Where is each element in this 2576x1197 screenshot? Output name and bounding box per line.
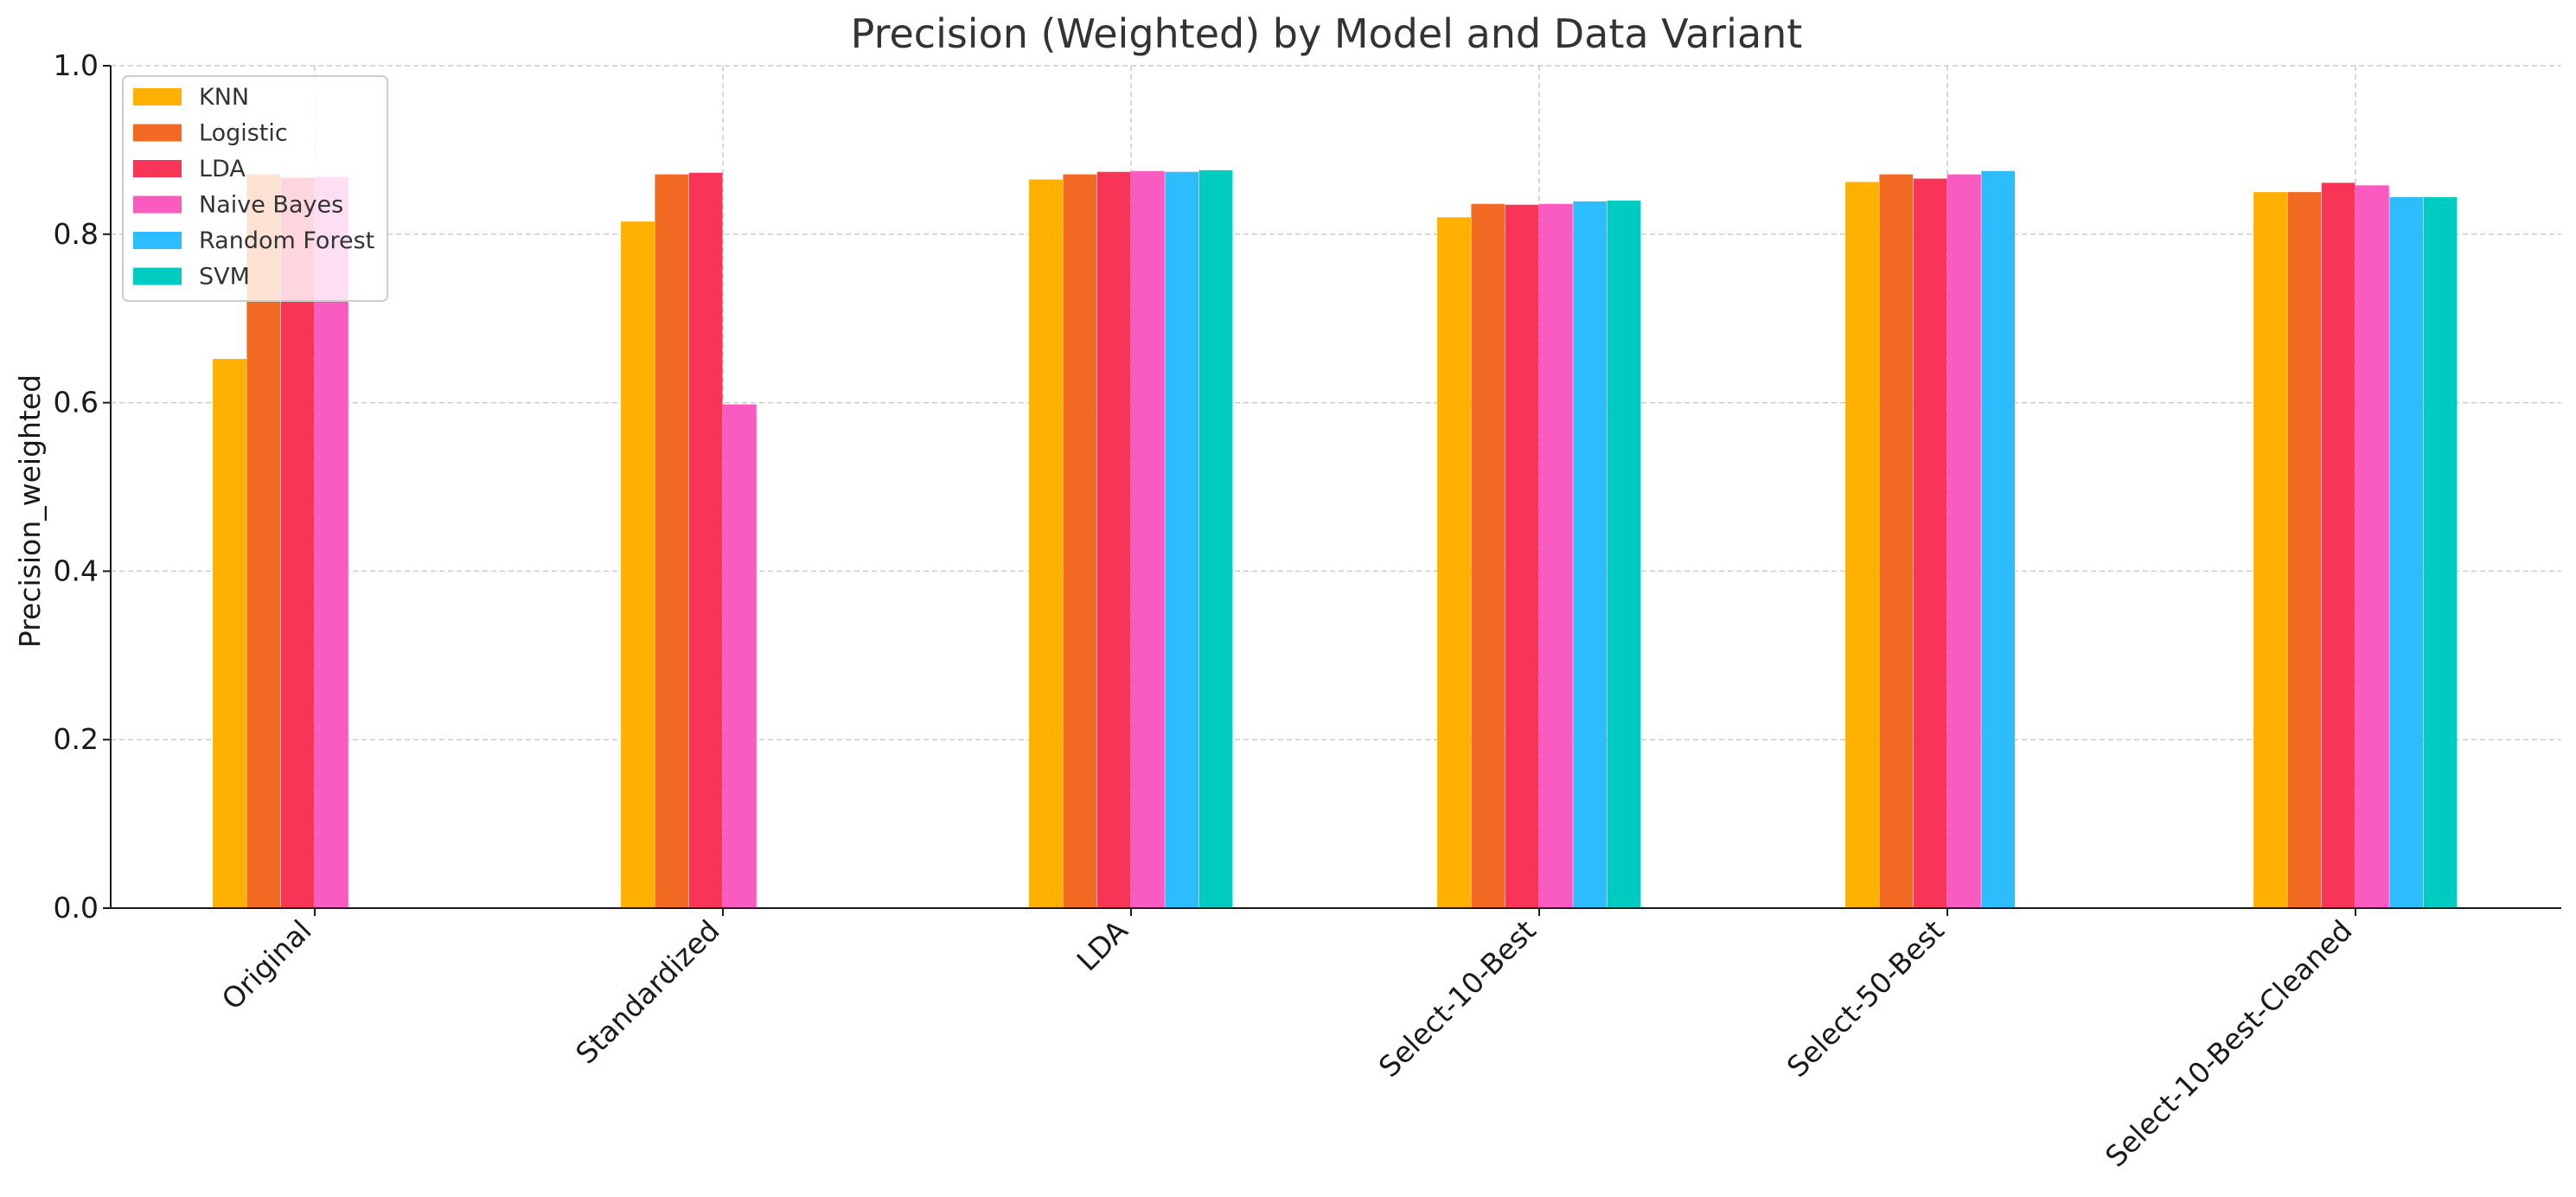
bar-knn-4 xyxy=(1845,182,1879,909)
bar-random-forest-4 xyxy=(1981,170,2016,908)
x-tick-label: Standardized xyxy=(569,913,726,1071)
bar-svm-2 xyxy=(1199,170,1233,908)
y-tick-label: 1.0 xyxy=(54,48,99,82)
bar-logistic-1 xyxy=(655,174,689,908)
legend-label: Logistic xyxy=(199,120,288,147)
legend-swatch xyxy=(133,88,182,106)
bar-logistic-3 xyxy=(1471,203,1505,909)
bar-naive-bayes-2 xyxy=(1131,170,1165,908)
bar-logistic-5 xyxy=(2287,192,2322,909)
legend-label: Random Forest xyxy=(199,227,374,254)
bar-lda-4 xyxy=(1913,178,1947,909)
bar-svm-3 xyxy=(1607,200,1641,909)
legend-swatch xyxy=(133,267,182,285)
bar-lda-1 xyxy=(688,172,723,908)
legend-swatch xyxy=(133,232,182,249)
x-tick-label: Select-10-Best xyxy=(1372,913,1543,1084)
y-axis-label: Precision_weighted xyxy=(13,374,47,648)
legend-swatch xyxy=(133,124,182,142)
bar-naive-bayes-5 xyxy=(2355,185,2389,909)
legend-label: LDA xyxy=(199,156,246,182)
bar-lda-5 xyxy=(2321,182,2355,909)
x-tick-label: Original xyxy=(215,913,318,1016)
x-tick-label: Select-50-Best xyxy=(1780,913,1951,1084)
bar-naive-bayes-4 xyxy=(1947,174,1981,908)
axes-layer: 0.0 0.2 0.4 0.6 0.8 1.0 Original Standardized LD… xyxy=(54,48,2561,1174)
legend-swatch xyxy=(133,195,182,214)
y-tick-label: 0.0 xyxy=(54,891,99,925)
y-tick-label: 0.8 xyxy=(54,217,99,251)
legend-swatch xyxy=(133,160,182,177)
bar-knn-0 xyxy=(213,358,246,908)
legend: KNN Logistic LDA Naive Bayes Random Forest SV… xyxy=(122,75,388,302)
bars-layer xyxy=(213,170,2458,909)
legend-label: KNN xyxy=(199,84,249,111)
y-tick-label: 0.2 xyxy=(54,722,99,756)
bar-lda-2 xyxy=(1096,171,1131,908)
bar-logistic-4 xyxy=(1879,174,1914,908)
bar-random-forest-2 xyxy=(1165,171,1199,908)
x-tick-label: LDA xyxy=(1071,913,1135,977)
bar-knn-3 xyxy=(1437,217,1471,908)
bar-knn-5 xyxy=(2253,192,2287,909)
legend-frame xyxy=(122,75,388,302)
bar-naive-bayes-3 xyxy=(1539,203,1573,909)
legend-label: SVM xyxy=(199,264,250,291)
chart-title: Precision (Weighted) by Model and Data V… xyxy=(851,10,1803,57)
y-tick-label: 0.6 xyxy=(54,386,99,419)
grid-layer xyxy=(111,65,2561,908)
bar-random-forest-5 xyxy=(2389,196,2424,909)
bar-naive-bayes-1 xyxy=(723,404,757,909)
x-tick-label: Select-10-Best-Cleaned xyxy=(2099,913,2359,1174)
bar-logistic-2 xyxy=(1063,174,1097,908)
bar-random-forest-3 xyxy=(1573,201,1608,909)
bar-lda-3 xyxy=(1505,204,1539,908)
bar-knn-2 xyxy=(1029,179,1063,909)
bar-knn-1 xyxy=(621,221,655,908)
legend-label: Naive Bayes xyxy=(199,192,343,219)
y-tick-label: 0.4 xyxy=(54,554,99,587)
bar-svm-5 xyxy=(2423,196,2458,909)
